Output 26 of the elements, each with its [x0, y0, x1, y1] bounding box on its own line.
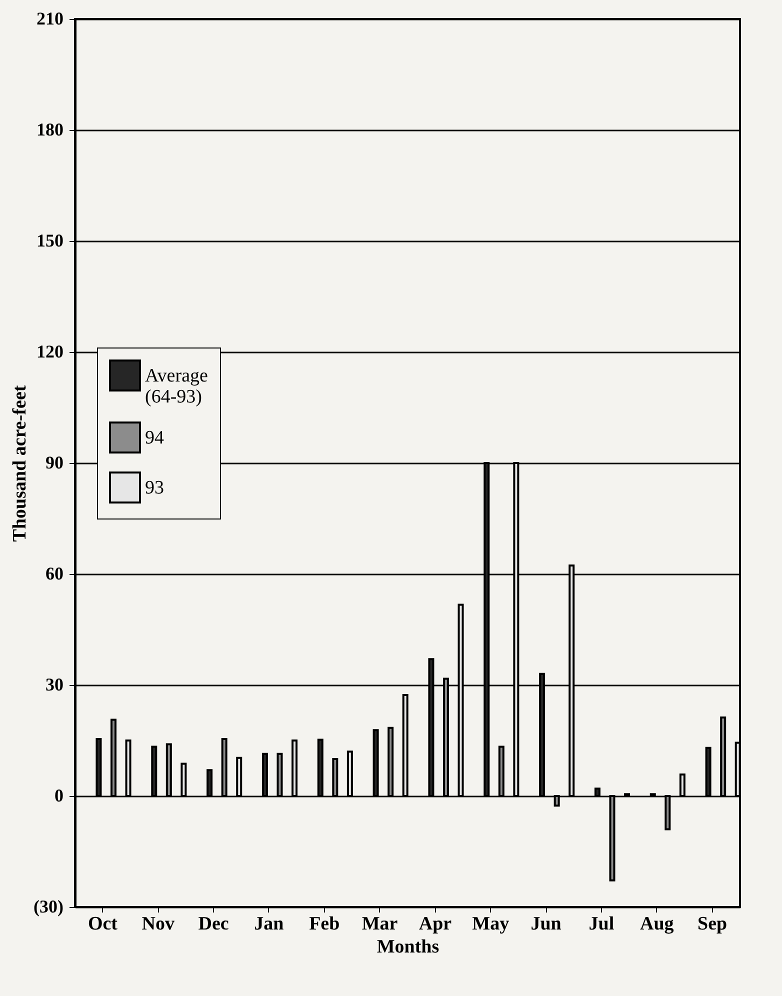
y-tick-label: 150	[36, 230, 64, 250]
y-tick-label: 180	[36, 120, 64, 140]
x-tick-label: Nov	[142, 914, 175, 934]
x-tick-label: Jul	[588, 914, 614, 934]
y-tick-label: 30	[46, 674, 64, 694]
x-tick-label: Jun	[530, 914, 562, 934]
x-tick-label: Dec	[198, 914, 229, 934]
x-tick-label: Mar	[362, 914, 398, 934]
legend-label: Average (64-93)	[145, 366, 208, 408]
legend-label: 94	[145, 428, 164, 449]
x-tick-label: Oct	[88, 914, 118, 934]
x-tick-label: Apr	[418, 914, 452, 934]
x-tick-label: Aug	[640, 914, 674, 934]
x-tick-label: Sep	[698, 914, 728, 934]
x-tick-label: Jan	[254, 914, 284, 934]
y-tick-label: 90	[46, 452, 64, 472]
legend-label: 93	[145, 478, 164, 499]
y-tick-label: 210	[36, 8, 64, 28]
x-tick-label: Feb	[309, 914, 340, 934]
x-tick-label: May	[472, 914, 510, 934]
y-tick-label: (30)	[34, 896, 64, 916]
y-axis-title: Thousand acre-feet	[10, 384, 31, 542]
y-tick-label: 120	[36, 342, 64, 362]
y-tick-label: 60	[46, 564, 64, 584]
x-axis-title: Months	[376, 936, 440, 958]
y-tick-label: 0	[54, 786, 64, 806]
